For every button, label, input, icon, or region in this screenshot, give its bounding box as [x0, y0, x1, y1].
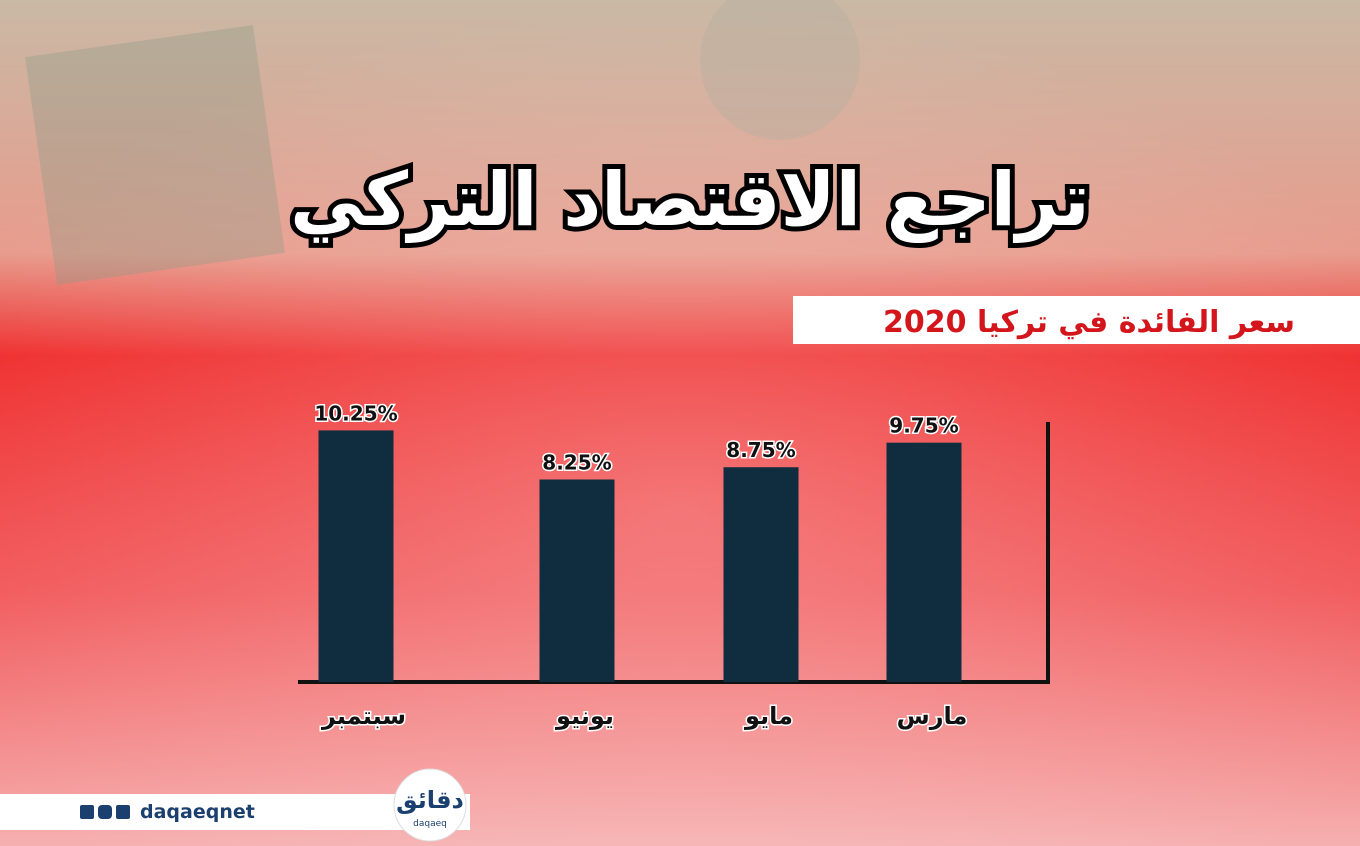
- bar: [318, 430, 394, 682]
- footer-handle: daqaeqnet: [140, 801, 255, 823]
- chart-title: تراجع الاقتصاد التركي: [290, 157, 1090, 243]
- banknote-decoration: [25, 25, 285, 285]
- icon-twitter: [116, 805, 130, 819]
- value-label: 10.25%: [314, 401, 397, 425]
- logo-circle: [393, 768, 467, 842]
- bar: [539, 479, 615, 682]
- value-label: 8.75%: [726, 438, 795, 462]
- value-label: 8.25%: [542, 451, 611, 475]
- subtitle-box: [793, 296, 1360, 344]
- logo-text: دقائق: [396, 786, 464, 814]
- bar: [886, 442, 962, 682]
- x-tick-label: مارس: [897, 702, 968, 730]
- footer-strip: [0, 794, 470, 830]
- bars: 9.75% مارس 8.75% مايو 8.25% يونيو 10.25% سبتمبر: [313, 400, 969, 732]
- icon-instagram: [98, 805, 112, 819]
- value-label: 9.75%: [889, 414, 958, 438]
- chart-subtitle: سعر الفائدة في تركيا 2020: [883, 305, 1295, 340]
- x-tick-label: مايو: [744, 702, 793, 730]
- x-tick-label: سبتمبر: [321, 702, 406, 730]
- social-icons: [80, 805, 130, 819]
- icon-facebook: [80, 805, 94, 819]
- x-tick-label: يونيو: [555, 702, 614, 730]
- logo-subtext: daqaeq: [413, 819, 447, 829]
- bar: [723, 467, 799, 682]
- coin-decoration: [700, 0, 860, 140]
